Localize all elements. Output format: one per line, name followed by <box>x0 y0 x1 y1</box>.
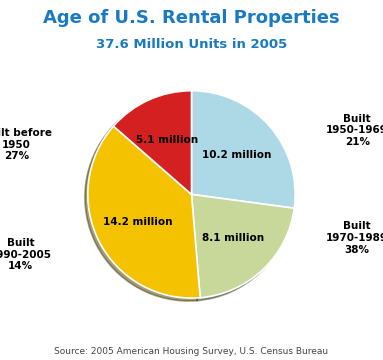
Wedge shape <box>192 91 295 208</box>
Wedge shape <box>113 91 192 194</box>
Text: Built
1970-1989
38%: Built 1970-1989 38% <box>326 221 383 255</box>
Wedge shape <box>192 194 294 298</box>
Text: 8.1 million: 8.1 million <box>202 233 264 243</box>
Text: 5.1 million: 5.1 million <box>136 135 198 145</box>
Text: 14.2 million: 14.2 million <box>103 216 173 226</box>
Text: Built
1990-2005
14%: Built 1990-2005 14% <box>0 238 52 271</box>
Text: 10.2 million: 10.2 million <box>202 150 272 160</box>
Text: Built before
1950
27%: Built before 1950 27% <box>0 128 52 161</box>
Text: Age of U.S. Rental Properties: Age of U.S. Rental Properties <box>43 9 340 27</box>
Text: Built
1950-1969
21%: Built 1950-1969 21% <box>326 113 383 147</box>
Text: Source: 2005 American Housing Survey, U.S. Census Bureau: Source: 2005 American Housing Survey, U.… <box>54 347 329 356</box>
Text: 37.6 Million Units in 2005: 37.6 Million Units in 2005 <box>96 38 287 51</box>
Wedge shape <box>88 126 200 298</box>
